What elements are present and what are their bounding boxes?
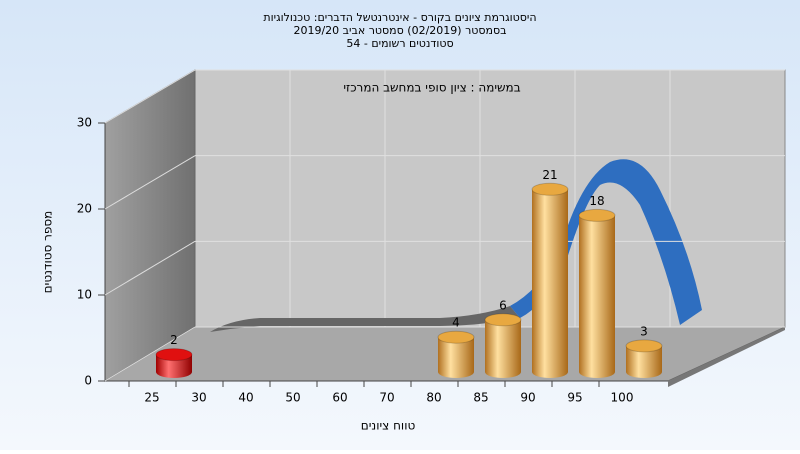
bar: [578, 208, 616, 378]
data-label: 6: [499, 298, 507, 312]
x-tick-label: 30: [191, 391, 206, 405]
trend-ribbon: [510, 159, 702, 325]
x-tick-label: 80: [426, 391, 441, 405]
x-tick-label: 60: [332, 391, 347, 405]
data-label: 4: [452, 316, 460, 330]
back-grid-vertical: [289, 70, 671, 327]
x-tick-label: 90: [520, 391, 535, 405]
x-tick-label: 50: [285, 391, 300, 405]
title-line: היסטוגרמת ציונים בקורס - אינטרנטשל הדברי…: [263, 11, 536, 24]
trend-ribbon-back: [210, 306, 520, 332]
data-label: 3: [640, 324, 648, 338]
x-tick-label: 25: [144, 391, 159, 405]
grid-line: [104, 240, 196, 296]
floor-edge: [668, 327, 785, 387]
grid-line: [104, 326, 196, 382]
subtitle: במשימה : ציון סופי במחשב המרכזי: [343, 81, 520, 95]
left-wall: [104, 69, 196, 382]
x-tick-label: 95: [567, 391, 582, 405]
x-tick-label: 40: [238, 391, 253, 405]
x-tick-label: 100: [611, 391, 634, 405]
y-axis-label: מספר סטודנטים: [41, 211, 55, 294]
bar: [484, 313, 522, 378]
y-tick-label: 30: [77, 116, 92, 130]
x-tick-label: 85: [473, 391, 488, 405]
title-line: סטודנטים רשומים - 54: [346, 37, 453, 50]
grid-line: [104, 69, 196, 124]
y-tick-label: 20: [77, 202, 92, 216]
x-tick-label: 70: [379, 391, 394, 405]
y-tick-label: 10: [77, 288, 92, 302]
bar: [531, 182, 569, 378]
data-label: 2: [170, 333, 178, 347]
data-label: 21: [542, 168, 557, 182]
y-tick-label: 0: [84, 374, 92, 388]
grid-line: [104, 155, 196, 210]
bar: [437, 330, 475, 378]
title-line: בסמסטר (02/2019) סמסטר אביב 2019/20: [293, 24, 506, 37]
x-axis-label: טווח ציונים: [361, 419, 416, 433]
bar: [625, 339, 663, 378]
bar: [155, 348, 193, 378]
data-label: 18: [589, 194, 604, 208]
